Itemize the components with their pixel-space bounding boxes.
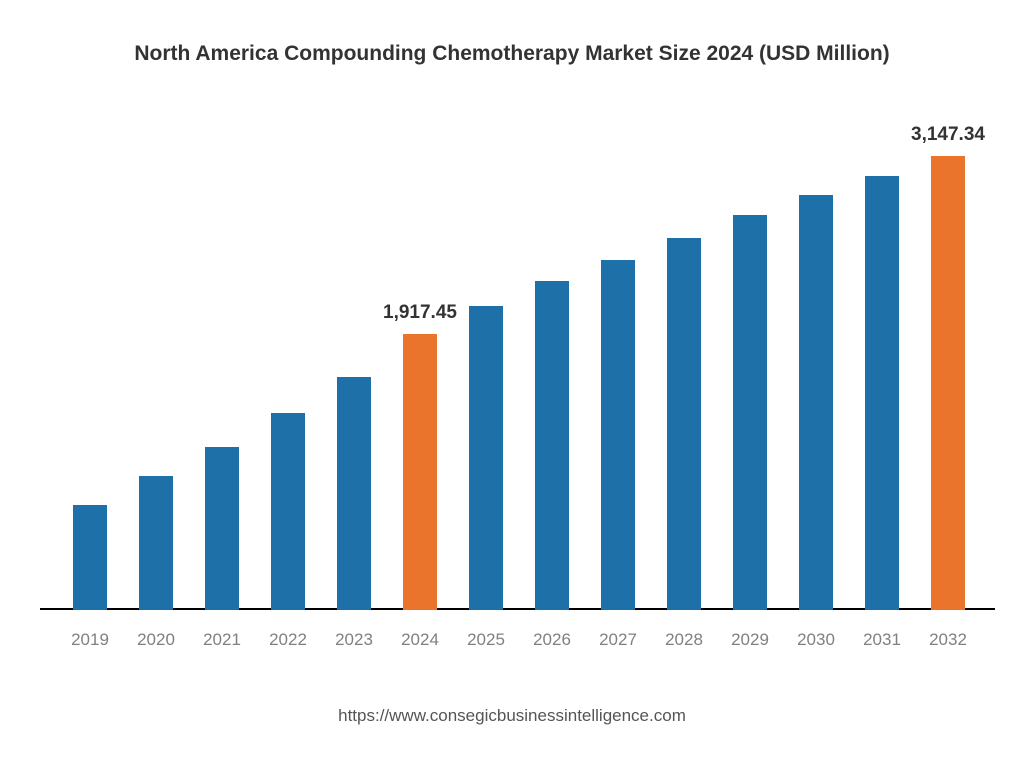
bar — [865, 176, 899, 610]
bar — [73, 505, 107, 610]
bar — [799, 195, 833, 610]
bar — [931, 156, 965, 610]
bar — [535, 281, 569, 610]
bar — [271, 413, 305, 610]
x-axis-line — [40, 608, 995, 610]
bar — [403, 334, 437, 610]
chart-title: North America Compounding Chemotherapy M… — [0, 42, 1024, 66]
bar — [337, 377, 371, 610]
x-axis-label: 2032 — [908, 630, 988, 650]
bar-value-label: 3,147.34 — [888, 124, 1008, 146]
bar — [601, 260, 635, 610]
bar — [139, 476, 173, 610]
source-link: https://www.consegicbusinessintelligence… — [0, 706, 1024, 726]
plot-region: 1,917.453,147.34 — [55, 120, 985, 610]
bar — [469, 306, 503, 610]
chart-area: 1,917.453,147.34 20192020202120222023202… — [55, 120, 985, 650]
bar — [205, 447, 239, 610]
bar — [667, 238, 701, 610]
bar-value-label: 1,917.45 — [360, 302, 480, 324]
chart-container: North America Compounding Chemotherapy M… — [0, 0, 1024, 768]
bar — [733, 215, 767, 610]
